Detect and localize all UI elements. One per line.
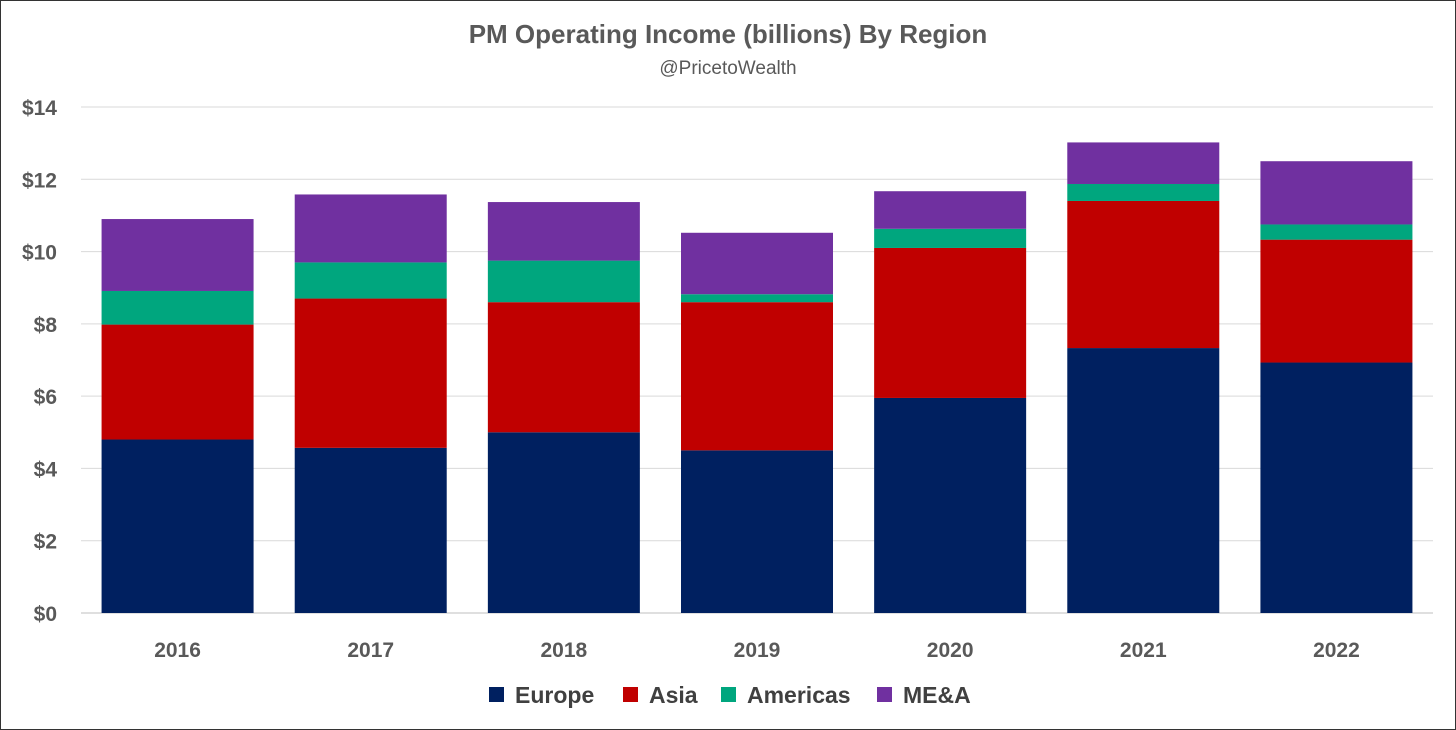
bar-segment-europe-2017 [294,447,447,613]
bar-segment-asia-2022 [1260,239,1413,363]
bar-segment-europe-2019 [681,450,833,613]
y-tick-label: $6 [34,386,57,409]
bar-segment-asia-2017 [294,298,447,448]
bar-segment-me-a-2022 [1260,161,1413,225]
y-tick-label: $0 [34,603,57,626]
bar-segment-me-a-2021 [1067,142,1220,184]
legend-swatch-americas [721,687,736,702]
legend: Europe Asia Americas ME&A [489,682,971,708]
legend-swatch-me-a [877,687,892,702]
legend-label-asia: Asia [649,682,698,708]
y-tick-label: $14 [22,97,57,120]
bar-segment-asia-2019 [681,302,833,451]
bar-segment-me-a-2017 [294,194,447,263]
bar-segment-me-a-2019 [681,232,833,295]
bars [101,142,1413,613]
y-tick-label: $10 [22,242,57,265]
bar-segment-europe-2018 [487,432,640,613]
bar-segment-asia-2016 [101,324,254,440]
bar-segment-me-a-2016 [101,219,254,291]
x-tick-label: 2020 [927,639,974,662]
bar-segment-americas-2021 [1067,183,1220,201]
bar-segment-americas-2020 [874,228,1027,248]
bar-segment-americas-2016 [101,290,254,325]
y-tick-label: $8 [34,314,58,337]
y-tick-label: $12 [22,169,57,192]
x-tick-label: 2017 [347,639,394,662]
bar-segment-europe-2020 [874,397,1027,613]
y-tick-label: $4 [34,458,58,481]
bar-segment-americas-2018 [487,260,640,303]
bar-segment-europe-2016 [101,439,254,613]
bar-segment-asia-2021 [1067,200,1220,349]
y-tick-label: $2 [34,531,57,554]
bar-segment-me-a-2020 [874,191,1027,229]
bar-segment-europe-2022 [1260,362,1413,613]
bar-segment-americas-2022 [1260,224,1413,240]
legend-swatch-asia [623,687,638,702]
y-axis-ticks: $0 $2 $4 $6 $8 $10 $12 $14 [22,97,57,626]
legend-label-americas: Americas [747,682,851,708]
bar-segment-europe-2021 [1067,348,1220,613]
bar-segment-asia-2020 [874,247,1027,398]
x-tick-label: 2021 [1120,639,1167,662]
legend-swatch-europe [489,687,504,702]
x-tick-label: 2022 [1313,639,1360,662]
chart-title: PM Operating Income (billions) By Region [469,19,988,49]
bar-segment-americas-2019 [681,294,833,303]
x-tick-label: 2018 [540,639,587,662]
chart-subtitle: @PricetoWealth [659,58,796,79]
bar-segment-asia-2018 [487,302,640,433]
bar-segment-me-a-2018 [487,202,640,261]
x-tick-label: 2016 [154,639,201,662]
bar-segment-americas-2017 [294,262,447,299]
x-axis-ticks: 2016 2017 2018 2019 2020 2021 2022 [154,639,1360,662]
legend-label-europe: Europe [515,682,594,708]
legend-label-me-a: ME&A [903,682,971,708]
x-tick-label: 2019 [734,639,781,662]
